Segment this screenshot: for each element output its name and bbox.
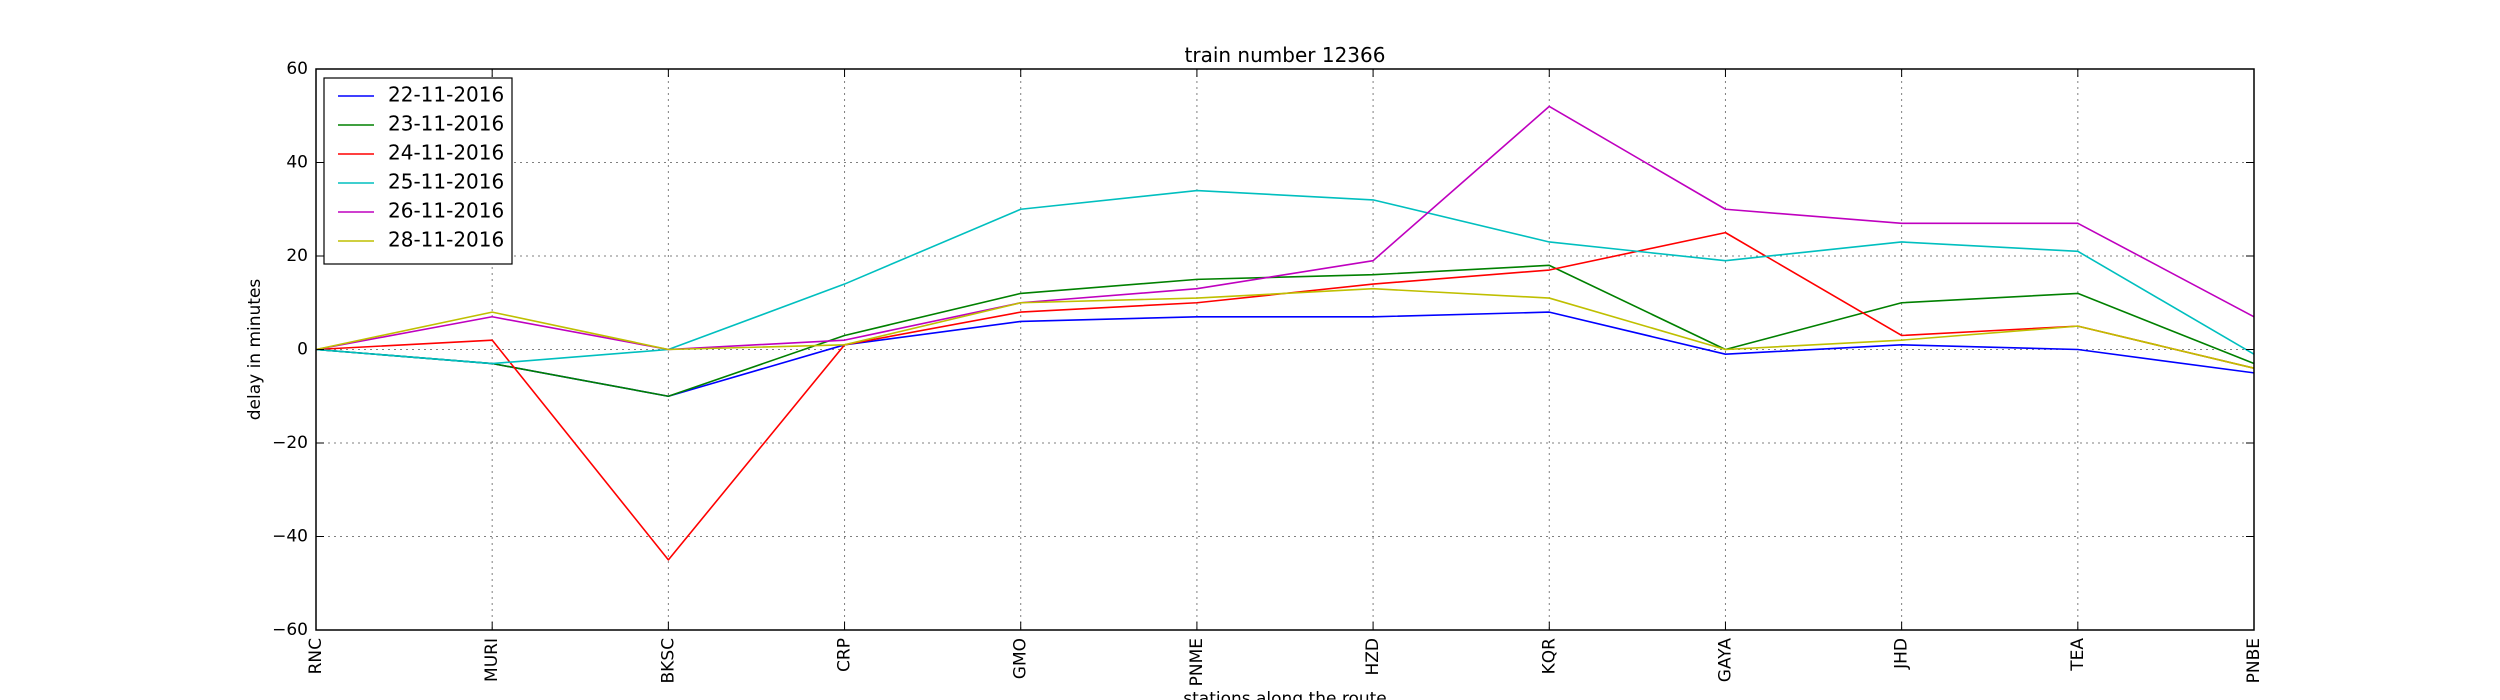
chart-title: train number 12366	[1185, 43, 1386, 67]
legend-label: 22-11-2016	[388, 83, 504, 107]
x-tick-label: PNME	[1187, 638, 1207, 686]
legend-label: 28-11-2016	[388, 228, 504, 252]
x-axis-label: stations along the route	[1183, 689, 1387, 700]
y-tick-label: 20	[286, 246, 308, 266]
x-tick-label: CRP	[835, 638, 855, 672]
series-line-23-11-2016	[315, 264, 2255, 398]
x-tick-label: RNC	[306, 638, 326, 674]
plot-frame	[315, 68, 2255, 631]
x-tick-label: TEA	[2068, 638, 2088, 672]
x-tick-label: GMO	[1011, 638, 1031, 679]
axis-ticks: RNC MURI BKSC CRP GMO PNME HZD KQR GAYA JHD TEA PNB…	[272, 59, 2264, 686]
x-tick-label: KQR	[1539, 638, 1559, 675]
x-tick-label: BKSC	[658, 638, 678, 683]
series-line-24-11-2016	[315, 231, 2255, 561]
x-tick-label: JHD	[1892, 638, 1912, 670]
x-tick-label: GAYA	[1715, 638, 1735, 683]
legend-label: 24-11-2016	[388, 141, 504, 165]
series-line-26-11-2016	[315, 105, 2255, 351]
y-tick-label: 0	[297, 340, 308, 360]
y-tick-label: 60	[286, 59, 308, 79]
series-line-25-11-2016	[315, 189, 2255, 365]
x-tick-label: PNBE	[2244, 638, 2264, 683]
legend-label: 26-11-2016	[388, 199, 504, 223]
series-line-28-11-2016	[315, 287, 2255, 369]
y-axis-label: delay in minutes	[245, 279, 265, 421]
y-tick-label: −20	[272, 433, 308, 453]
y-tick-label: −60	[272, 620, 308, 640]
legend-label: 25-11-2016	[388, 170, 504, 194]
legend: 22-11-2016 23-11-2016 24-11-2016 25-11-2016…	[323, 77, 513, 265]
legend-box	[323, 77, 513, 265]
grid-lines	[315, 68, 2255, 631]
x-tick-label: MURI	[482, 638, 502, 682]
series-lines	[315, 105, 2255, 561]
legend-label: 23-11-2016	[388, 112, 504, 136]
x-tick-label: HZD	[1363, 638, 1383, 676]
y-tick-label: −40	[272, 527, 308, 547]
y-tick-label: 40	[286, 153, 308, 173]
